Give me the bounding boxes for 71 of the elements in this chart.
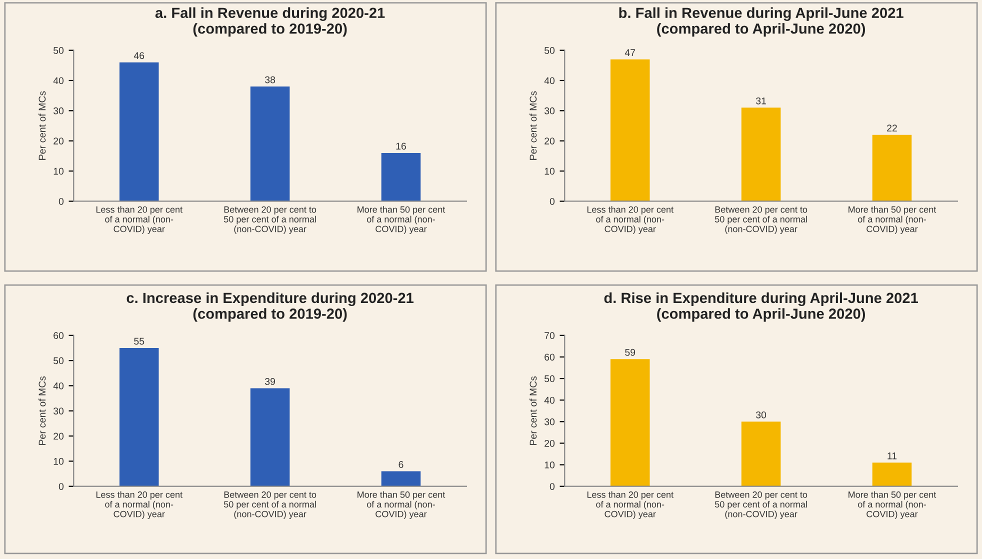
- y-tick-label: 0: [58, 483, 64, 490]
- bar: [119, 348, 159, 486]
- y-tick-label: 0: [550, 198, 555, 205]
- x-tick-label: Less than 20 per cent of a normal (non- COVID) year: [587, 206, 674, 234]
- data-label: 38: [265, 76, 276, 84]
- y-tick-label: 20: [54, 138, 64, 144]
- x-tick-label: Between 20 per cent to 50 per cent of a normal (non-COVID) year: [224, 206, 316, 234]
- bar: [119, 62, 159, 202]
- y-tick-label: 50: [544, 47, 555, 54]
- y-tick-label: 0: [58, 198, 64, 205]
- y-tick-label: 0: [550, 483, 555, 490]
- x-tick-label: Between 20 per cent to 50 per cent of a normal (non-COVID) year: [714, 491, 808, 520]
- bar: [872, 134, 912, 202]
- bar: [381, 471, 421, 486]
- x-tick-label: Less than 20 per cent of a normal (non- COVID) year: [96, 206, 182, 234]
- y-axis-title: Per cent of MCs: [530, 91, 537, 160]
- y-tick-label: 10: [54, 458, 64, 465]
- y-tick-label: 60: [544, 354, 555, 361]
- y-tick-label: 20: [544, 440, 555, 447]
- y-tick-label: 50: [54, 47, 64, 54]
- y-tick-label: 40: [544, 396, 555, 404]
- y-tick-label: 40: [53, 77, 64, 84]
- data-label: 6: [398, 461, 404, 468]
- x-tick-label: Less than 20 per cent of a normal (non- COVID) year: [96, 491, 182, 520]
- y-tick-label: 30: [53, 107, 64, 114]
- data-label: 30: [756, 411, 766, 418]
- x-tick-label: More than 50 per cent of a normal (non- COVID) year: [848, 206, 936, 234]
- bar: [250, 388, 290, 486]
- bar: [250, 86, 290, 202]
- x-tick-label: More than 50 per cent of a normal (non- COVID) year: [848, 491, 936, 520]
- y-tick-label: 30: [544, 418, 555, 426]
- y-tick-label: 50: [54, 357, 64, 364]
- bar: [381, 152, 421, 202]
- data-label: 39: [265, 378, 275, 385]
- x-tick-label: Less than 20 per cent of a normal (non- COVID) year: [587, 491, 674, 520]
- data-label: 11: [888, 452, 897, 460]
- data-label: 16: [396, 142, 406, 150]
- x-tick-label: Between 20 per cent to 50 per cent of a normal (non-COVID) year: [714, 206, 808, 234]
- x-tick-label: Between 20 per cent to 50 per cent of a normal (non-COVID) year: [224, 491, 316, 520]
- data-label: 59: [625, 348, 636, 356]
- data-label: 22: [887, 124, 897, 132]
- y-tick-label: 30: [53, 408, 64, 414]
- bar: [610, 359, 650, 486]
- y-tick-label: 40: [544, 77, 555, 84]
- y-axis-title: Per cent of MCs: [38, 91, 46, 160]
- bar: [741, 108, 781, 202]
- y-tick-label: 10: [544, 168, 555, 175]
- y-tick-label: 20: [54, 432, 64, 440]
- x-tick-label: More than 50 per cent of a normal (non- COVID) year: [358, 491, 446, 520]
- y-axis-title: Per cent of MCs: [530, 376, 537, 445]
- x-tick-label: More than 50 per cent of a normal (non- COVID) year: [358, 206, 446, 234]
- y-tick-label: 30: [544, 107, 555, 114]
- chart-title: b. Fall in Revenue during April-June 2021 (compared to April-June 2020): [619, 7, 904, 37]
- y-tick-label: 70: [544, 332, 555, 340]
- chart-title: d. Rise in Expenditure during April-June 2021 (compared to April-June 2020): [604, 292, 918, 322]
- data-label: 55: [134, 338, 144, 345]
- y-axis-title: Per cent of MCs: [38, 376, 46, 445]
- data-label: 46: [134, 52, 144, 60]
- bar: [741, 422, 781, 486]
- bar: [610, 59, 650, 202]
- data-label: 31: [756, 97, 766, 104]
- bar: [872, 462, 912, 486]
- y-tick-label: 10: [54, 168, 64, 175]
- y-tick-label: 60: [54, 332, 64, 340]
- y-tick-label: 50: [544, 375, 555, 382]
- data-label: 47: [624, 49, 636, 56]
- chart-title: c. Increase in Expenditure during 2020-21 (compared to 2019-20): [126, 292, 414, 322]
- y-tick-label: 40: [53, 382, 64, 390]
- y-tick-label: 20: [544, 138, 555, 144]
- chart-title: a. Fall in Revenue during 2020-21 (compared to 2019-20): [155, 7, 385, 37]
- y-tick-label: 10: [544, 462, 555, 468]
